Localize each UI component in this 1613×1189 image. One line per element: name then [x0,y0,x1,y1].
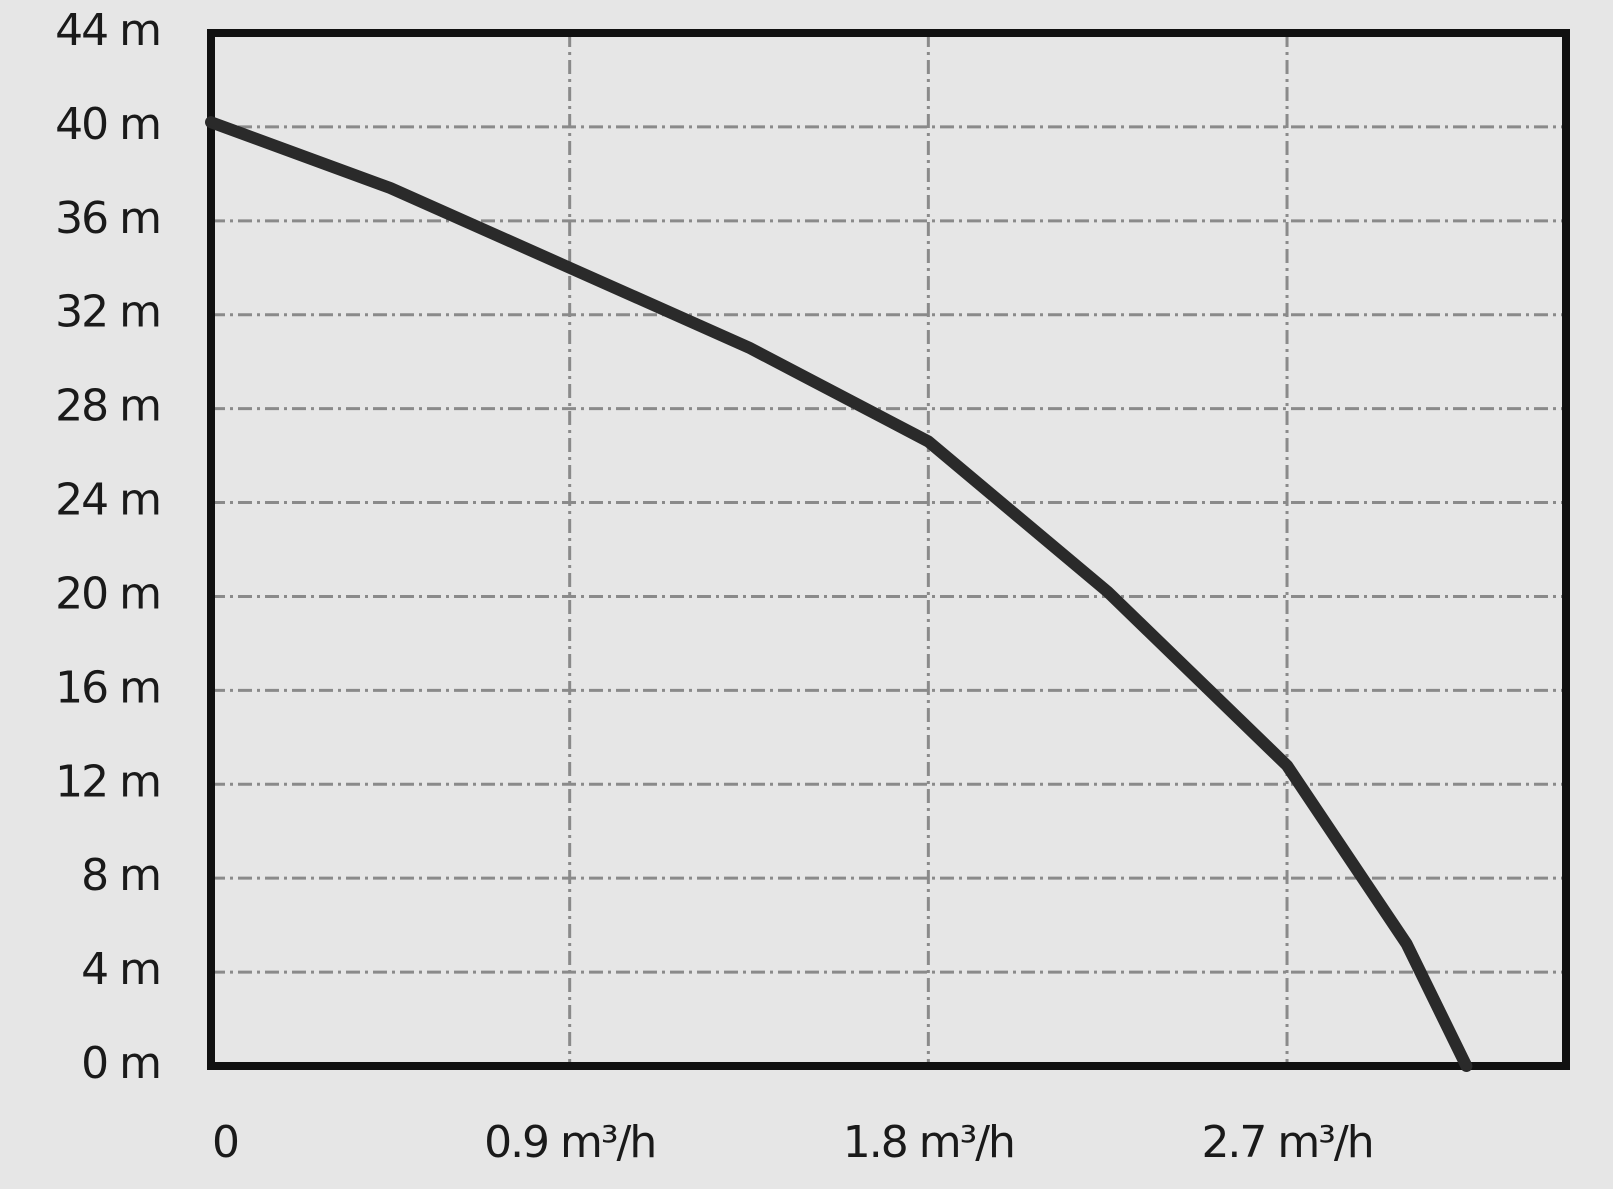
y-tick-label: 40 m [55,99,160,150]
y-tick-label: 20 m [55,568,160,619]
x-tick-label: 2.7 m³/h [1201,1117,1372,1168]
plot-frame [207,29,1570,1070]
x-tick-label: 1.8 m³/h [843,1117,1014,1168]
y-tick-label: 44 m [55,5,160,56]
y-tick-label: 36 m [55,193,160,244]
y-tick-label: 8 m [81,850,160,901]
y-tick-label: 4 m [81,944,160,995]
y-tick-label: 32 m [55,287,160,338]
y-tick-label: 16 m [55,662,160,713]
x-tick-label: 0 [212,1117,238,1168]
y-tick-label: 28 m [55,381,160,432]
y-tick-label: 0 m [81,1038,160,1089]
y-tick-label: 24 m [55,475,160,526]
y-tick-label: 12 m [55,756,160,807]
x-tick-label: 0.9 m³/h [484,1117,655,1168]
curve [205,116,1473,1072]
